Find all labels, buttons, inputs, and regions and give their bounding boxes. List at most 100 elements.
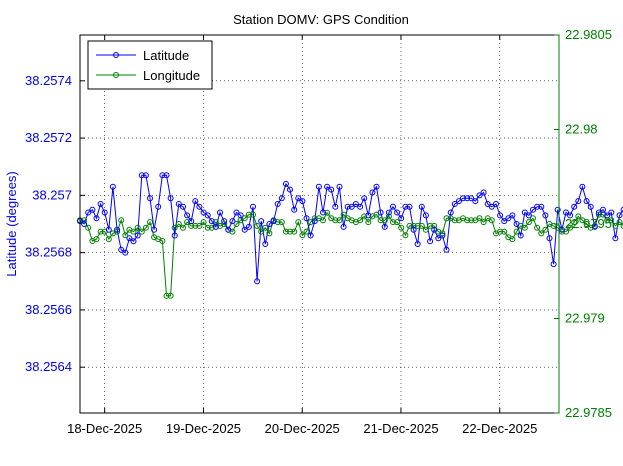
data-point-latitude bbox=[295, 195, 302, 202]
data-point-latitude bbox=[344, 203, 351, 210]
data-point-longitude bbox=[180, 224, 186, 231]
data-point-longitude bbox=[175, 221, 182, 227]
data-point-latitude bbox=[530, 206, 536, 213]
data-point-latitude bbox=[307, 232, 314, 239]
data-point-latitude bbox=[320, 209, 326, 216]
data-point-latitude bbox=[278, 195, 285, 202]
data-point-latitude bbox=[175, 201, 182, 207]
data-point-latitude bbox=[118, 246, 125, 253]
x-tick-label: 18-Dec-2025 bbox=[67, 421, 142, 436]
legend-marker-latitude bbox=[113, 52, 119, 58]
data-point-latitude bbox=[109, 183, 116, 190]
data-point-latitude bbox=[196, 203, 203, 210]
y-tick-label-left: 38.2564 bbox=[25, 359, 72, 374]
y-tick-label-right: 22.9795 bbox=[565, 216, 612, 231]
data-point-longitude bbox=[538, 230, 545, 237]
data-point-longitude bbox=[583, 221, 590, 227]
data-point-latitude bbox=[534, 203, 541, 210]
data-point-latitude bbox=[579, 183, 586, 190]
data-point-longitude bbox=[521, 224, 528, 231]
data-point-longitude bbox=[97, 228, 104, 235]
data-point-longitude bbox=[439, 230, 446, 237]
data-point-latitude bbox=[147, 195, 153, 202]
data-point-latitude bbox=[192, 198, 199, 205]
data-point-latitude bbox=[517, 232, 524, 239]
data-point-latitude bbox=[167, 195, 174, 202]
data-point-latitude bbox=[93, 215, 100, 222]
data-point-longitude bbox=[134, 224, 141, 231]
data-point-longitude bbox=[299, 232, 306, 239]
data-point-longitude bbox=[311, 215, 318, 222]
data-point-latitude bbox=[241, 226, 248, 233]
data-point-longitude bbox=[575, 213, 582, 220]
data-point-latitude bbox=[501, 218, 508, 225]
data-point-latitude bbox=[262, 241, 269, 247]
data-point-longitude bbox=[262, 224, 269, 231]
x-tick-label: 22-Dec-2025 bbox=[462, 421, 537, 436]
data-point-longitude bbox=[431, 222, 438, 229]
data-point-longitude bbox=[620, 222, 623, 229]
data-point-longitude bbox=[595, 211, 602, 218]
data-point-latitude bbox=[105, 226, 112, 233]
x-tick-label: 20-Dec-2025 bbox=[265, 421, 340, 436]
data-point-latitude bbox=[352, 201, 359, 207]
data-point-longitude bbox=[266, 230, 273, 237]
data-point-latitude bbox=[204, 212, 211, 219]
data-point-latitude bbox=[324, 183, 331, 190]
data-point-latitude bbox=[270, 218, 277, 225]
data-point-latitude bbox=[142, 172, 149, 179]
data-point-latitude bbox=[385, 209, 392, 216]
data-point-latitude bbox=[377, 209, 384, 216]
data-point-latitude bbox=[155, 203, 162, 210]
data-point-latitude bbox=[369, 189, 376, 196]
data-point-latitude bbox=[567, 212, 574, 219]
data-point-longitude bbox=[114, 228, 121, 235]
x-tick-label: 19-Dec-2025 bbox=[166, 421, 241, 436]
data-point-longitude bbox=[200, 219, 207, 226]
data-point-longitude bbox=[608, 217, 615, 224]
data-point-latitude bbox=[472, 198, 479, 205]
data-point-longitude bbox=[414, 222, 421, 229]
data-point-longitude bbox=[282, 228, 289, 235]
data-point-longitude bbox=[221, 221, 228, 227]
data-point-longitude bbox=[542, 226, 549, 233]
data-point-latitude bbox=[484, 201, 491, 207]
data-point-latitude bbox=[513, 221, 520, 227]
data-point-longitude bbox=[509, 236, 516, 243]
data-point-latitude bbox=[184, 212, 191, 219]
data-point-longitude bbox=[402, 232, 409, 239]
data-point-latitude bbox=[208, 218, 215, 225]
data-point-latitude bbox=[250, 203, 256, 210]
data-point-latitude bbox=[612, 235, 619, 242]
data-point-longitude bbox=[501, 228, 508, 235]
data-point-latitude bbox=[455, 198, 462, 205]
data-point-longitude bbox=[233, 221, 240, 227]
legend-marker-longitude bbox=[113, 72, 119, 78]
data-point-latitude bbox=[616, 212, 623, 219]
data-point-latitude bbox=[480, 189, 487, 196]
plot-area bbox=[80, 35, 559, 413]
data-point-longitude bbox=[245, 211, 252, 218]
data-point-latitude bbox=[361, 195, 368, 202]
data-point-longitude bbox=[287, 228, 293, 235]
y-tick-label-right: 22.979 bbox=[565, 311, 605, 326]
data-point-latitude bbox=[447, 209, 454, 216]
data-point-latitude bbox=[493, 201, 499, 207]
data-point-longitude bbox=[525, 219, 532, 226]
data-point-latitude bbox=[550, 261, 557, 268]
data-point-latitude bbox=[237, 212, 244, 219]
legend: Latitude Longitude bbox=[87, 40, 213, 90]
data-point-latitude bbox=[497, 212, 504, 219]
data-point-longitude bbox=[105, 236, 112, 243]
data-point-latitude bbox=[336, 183, 343, 190]
data-point-longitude bbox=[422, 226, 429, 233]
data-point-latitude bbox=[406, 203, 413, 210]
data-point-longitude bbox=[361, 213, 368, 220]
data-point-latitude bbox=[85, 209, 92, 216]
data-point-latitude bbox=[130, 238, 137, 245]
data-point-latitude bbox=[266, 221, 273, 227]
data-point-latitude bbox=[311, 218, 318, 225]
data-point-latitude bbox=[163, 172, 170, 179]
data-point-longitude bbox=[130, 228, 137, 235]
data-point-latitude bbox=[328, 186, 335, 193]
